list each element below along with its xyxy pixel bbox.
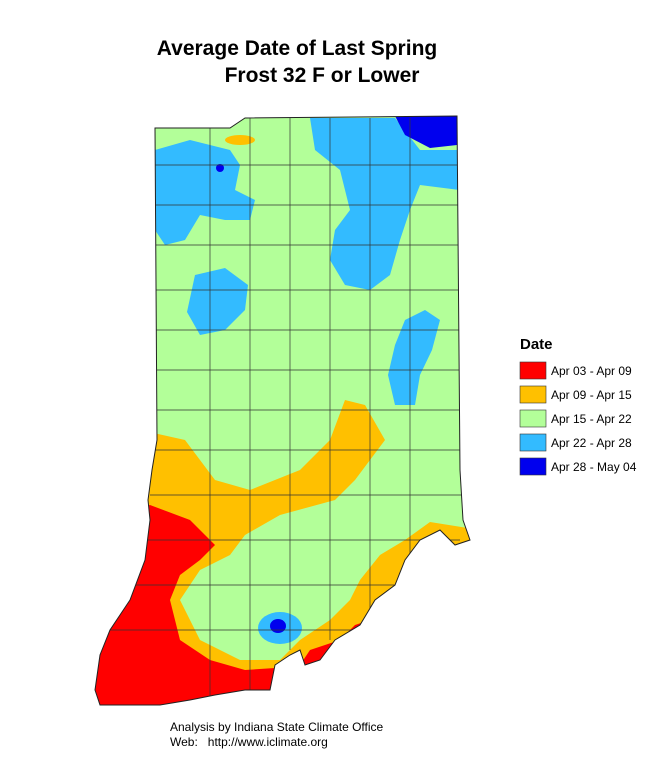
legend-label: Apr 03 - Apr 09 <box>551 364 632 378</box>
region <box>310 118 460 290</box>
title-line: Average Date of Last Spring <box>157 37 437 60</box>
region <box>155 140 255 245</box>
title-line: Frost 32 F or Lower <box>225 64 420 87</box>
legend-swatch <box>519 385 547 404</box>
legend-label: Apr 09 - Apr 15 <box>551 388 632 402</box>
region <box>225 135 255 145</box>
region <box>250 530 340 614</box>
legend-swatch <box>519 361 547 380</box>
region <box>187 268 248 335</box>
region <box>395 116 457 148</box>
legend: Date Apr 03 - Apr 09 Apr 09 - Apr 15 Apr 1… <box>519 336 637 476</box>
region <box>270 619 286 633</box>
footer-line: Analysis by Indiana State Climate Office <box>170 720 384 734</box>
footer-line: Web: http://www.iclimate.org <box>170 735 328 749</box>
legend-label: Apr 28 - May 04 <box>551 460 637 474</box>
region <box>216 164 224 172</box>
legend-swatch <box>519 409 547 428</box>
region <box>388 310 440 405</box>
legend-label: Apr 22 - Apr 28 <box>551 436 632 450</box>
county-lines <box>110 118 465 700</box>
legend-title: Date <box>520 336 553 353</box>
frost-regions <box>95 116 470 705</box>
legend-swatch <box>519 457 547 476</box>
legend-label: Apr 15 - Apr 22 <box>551 412 632 426</box>
legend-swatch <box>519 433 547 452</box>
